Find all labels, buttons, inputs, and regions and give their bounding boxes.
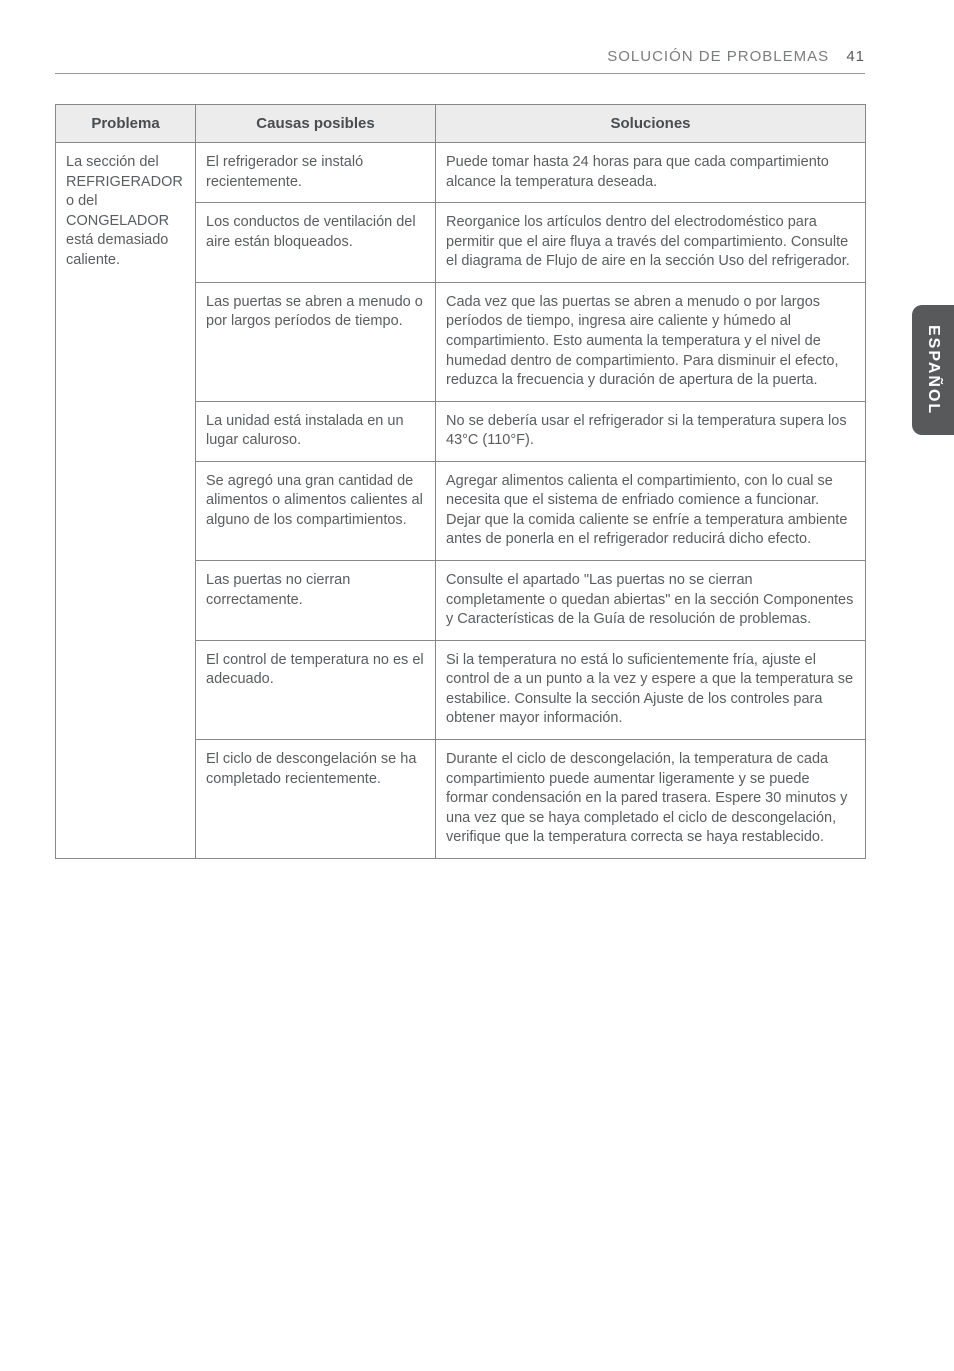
cause-cell: El ciclo de descongelación se ha complet…	[196, 739, 436, 858]
solution-cell: No se debería usar el refrigerador si la…	[436, 401, 866, 461]
cause-cell: La unidad está instalada en un lugar cal…	[196, 401, 436, 461]
solution-cell: Cada vez que las puertas se abren a menu…	[436, 282, 866, 401]
solution-cell: Reorganice los artículos dentro del elec…	[436, 203, 866, 283]
cause-cell: El control de temperatura no es el adecu…	[196, 640, 436, 739]
solution-cell: Durante el ciclo de descongelación, la t…	[436, 739, 866, 858]
page-header: SOLUCIÓN DE PROBLEMAS 41	[55, 48, 865, 74]
page-number: 41	[846, 48, 865, 65]
cause-cell: Las puertas no cierran correctamente.	[196, 561, 436, 641]
table-header-row: Problema Causas posibles Soluciones	[56, 105, 866, 143]
solution-cell: Si la temperatura no está lo suficientem…	[436, 640, 866, 739]
troubleshooting-table: Problema Causas posibles Soluciones La s…	[55, 104, 866, 859]
cause-cell: Se agregó una gran cantidad de alimentos…	[196, 461, 436, 560]
section-title: SOLUCIÓN DE PROBLEMAS	[607, 48, 829, 65]
col-header-solution: Soluciones	[436, 105, 866, 143]
cause-cell: El refrigerador se instaló recientemente…	[196, 143, 436, 203]
content-area: Problema Causas posibles Soluciones La s…	[55, 104, 865, 859]
solution-cell: Puede tomar hasta 24 horas para que cada…	[436, 143, 866, 203]
col-header-problem: Problema	[56, 105, 196, 143]
solution-cell: Consulte el apartado "Las puertas no se …	[436, 561, 866, 641]
solution-cell: Agregar alimentos calienta el compartimi…	[436, 461, 866, 560]
col-header-cause: Causas posibles	[196, 105, 436, 143]
language-tab: ESPAÑOL	[912, 305, 954, 435]
cause-cell: Las puertas se abren a menudo o por larg…	[196, 282, 436, 401]
cause-cell: Los conductos de ventilación del aire es…	[196, 203, 436, 283]
language-label: ESPAÑOL	[924, 325, 942, 415]
problem-cell: La sección del REFRIGERADOR o del CONGEL…	[56, 143, 196, 859]
table-row: La sección del REFRIGERADOR o del CONGEL…	[56, 143, 866, 203]
